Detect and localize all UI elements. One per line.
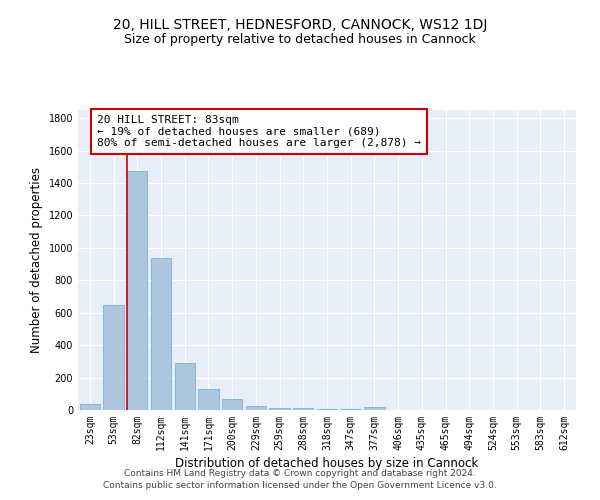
Y-axis label: Number of detached properties: Number of detached properties [30,167,43,353]
Bar [175,363,195,410]
Text: 20, HILL STREET, HEDNESFORD, CANNOCK, WS12 1DJ: 20, HILL STREET, HEDNESFORD, CANNOCK, WS… [113,18,487,32]
Bar [80,404,100,410]
Bar [127,171,148,410]
Text: Size of property relative to detached houses in Cannock: Size of property relative to detached ho… [124,32,476,46]
Bar [341,409,361,410]
Bar [222,399,242,410]
Bar [151,258,171,410]
Bar [199,389,218,410]
Bar [103,305,124,410]
Bar [246,406,266,410]
Bar [364,407,385,410]
Bar [293,408,313,410]
Bar [317,408,337,410]
X-axis label: Distribution of detached houses by size in Cannock: Distribution of detached houses by size … [175,457,479,470]
Text: 20 HILL STREET: 83sqm
← 19% of detached houses are smaller (689)
80% of semi-det: 20 HILL STREET: 83sqm ← 19% of detached … [97,115,421,148]
Bar [269,408,290,410]
Text: Contains HM Land Registry data © Crown copyright and database right 2024.
Contai: Contains HM Land Registry data © Crown c… [103,468,497,490]
